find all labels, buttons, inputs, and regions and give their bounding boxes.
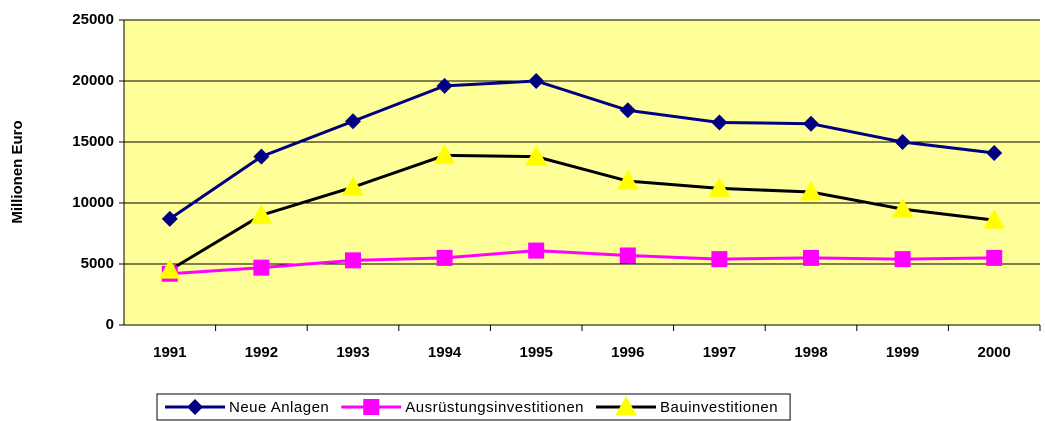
legend-marker <box>615 395 637 416</box>
x-tick-label: 1997 <box>703 344 736 361</box>
series-line <box>169 153 995 272</box>
y-tick-label: 5000 <box>81 255 114 272</box>
data-point <box>158 259 181 279</box>
data-point <box>436 249 453 266</box>
data-point <box>708 177 731 197</box>
series-line <box>169 249 995 276</box>
legend-label: Ausrüstungsinvestitionen <box>405 399 584 416</box>
legend: Neue Anlagen Ausrüstungsinvestitionen Baui… <box>156 393 791 421</box>
legend-label: Neue Anlagen <box>229 399 329 416</box>
data-point <box>619 102 636 119</box>
data-point <box>800 180 822 201</box>
x-tick-label: 1996 <box>611 344 644 361</box>
series-line <box>168 79 995 221</box>
x-tick-label: 1998 <box>794 344 827 361</box>
data-point <box>436 77 453 94</box>
data-point <box>250 204 273 224</box>
data-point <box>619 247 636 264</box>
data-point <box>711 251 728 268</box>
data-point <box>894 134 911 150</box>
data-point <box>894 251 911 268</box>
plot-area <box>124 20 1040 325</box>
data-point <box>986 249 1003 266</box>
legend-marker <box>363 399 380 415</box>
data-point <box>711 114 728 131</box>
data-point <box>253 148 270 165</box>
x-tick-label: 1995 <box>520 344 553 361</box>
data-point <box>161 210 178 227</box>
y-tick-label: 25000 <box>72 11 114 28</box>
data-point <box>803 249 819 266</box>
x-tick-label: 1993 <box>336 344 369 361</box>
data-point <box>345 113 361 130</box>
data-point <box>433 144 456 164</box>
data-point <box>253 259 270 276</box>
x-tick-label: 1999 <box>886 344 919 361</box>
data-point <box>525 145 548 166</box>
data-point <box>616 170 639 190</box>
data-point <box>983 209 1006 229</box>
legend-label: Bauinvestitionen <box>660 399 778 416</box>
x-tick-label: 2000 <box>978 344 1011 361</box>
data-point <box>528 73 545 89</box>
x-tick-label: 1992 <box>245 344 278 361</box>
y-tick-label: 15000 <box>72 133 114 150</box>
x-tick-label: 1994 <box>428 344 462 361</box>
data-point <box>342 176 364 196</box>
data-point <box>891 198 914 218</box>
y-tick-label: 0 <box>106 316 114 333</box>
data-point <box>986 144 1003 161</box>
data-point <box>528 242 545 259</box>
x-tick-label: 1991 <box>153 344 186 361</box>
legend-box <box>156 393 791 421</box>
y-tick-label: 10000 <box>72 194 114 211</box>
y-tick-label: 20000 <box>72 72 114 89</box>
data-point <box>345 252 361 269</box>
data-point <box>803 115 819 132</box>
y-axis-label: Millionen Euro <box>9 120 26 223</box>
legend-marker <box>187 399 203 415</box>
